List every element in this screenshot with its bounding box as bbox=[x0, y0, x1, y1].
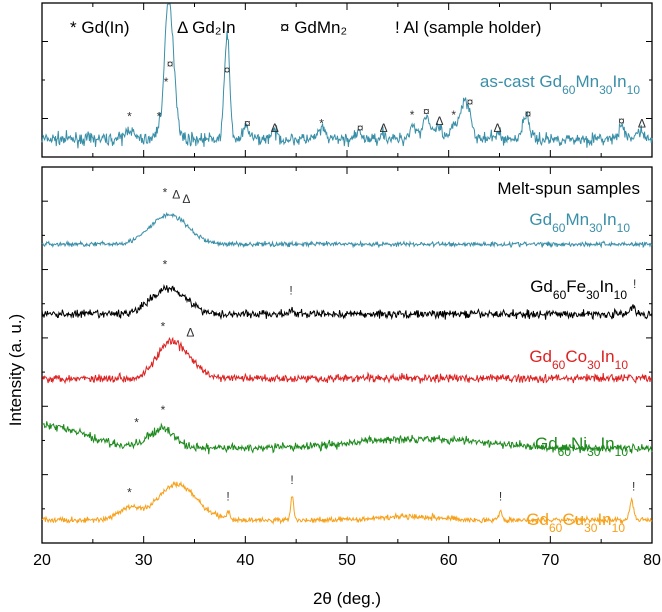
chart-legend: * Gd(In) Δ Gd₂In ¤ GdMn₂! Al (sample holde… bbox=[70, 18, 541, 37]
panel-as-cast: * * * ¤ ¤ ¤ Δ * ¤ Δ * ¤ Δ * ¤ Δ ¤ ¤ Δ as-cast Gd60Mn30In10 bbox=[41, 2, 653, 158]
x-tick-labels: 20 30 40 50 60 70 80 bbox=[33, 552, 661, 569]
peak-marker: * bbox=[410, 108, 415, 122]
legend-symbol: Δ bbox=[177, 18, 192, 37]
peak-marker: * bbox=[163, 257, 168, 271]
series-label: Gd60Mn30In10 bbox=[529, 210, 630, 235]
series-label: Gd60Cu30In10 bbox=[526, 510, 625, 535]
series-line bbox=[41, 284, 653, 321]
peak-marker: ! bbox=[290, 473, 293, 487]
peak-marker: * bbox=[163, 185, 168, 199]
series-label: as-cast Gd60Mn30In10 bbox=[480, 72, 640, 97]
legend-entry: ¤ GdMn₂ bbox=[280, 18, 347, 37]
peak-marker: Δ bbox=[172, 187, 180, 201]
legend-symbol: * bbox=[70, 18, 81, 37]
peak-marker: Δ bbox=[493, 121, 501, 135]
peak-marker: ! bbox=[632, 480, 635, 494]
peak-marker: ! bbox=[226, 489, 229, 503]
peak-marker: ¤ bbox=[618, 114, 625, 128]
x-axis-title: 2θ (deg.) bbox=[313, 589, 381, 608]
peak-marker: * bbox=[161, 319, 166, 333]
panel-top-peak-markers: * * * ¤ ¤ ¤ Δ * ¤ Δ * ¤ Δ * ¤ Δ ¤ ¤ Δ bbox=[127, 57, 646, 135]
panel-top-ticks bbox=[41, 3, 653, 157]
peak-marker: * bbox=[164, 75, 169, 89]
panel-melt-spun: * Δ Δ*! !* Δ***!!!! Gd60Mn30In10Gd60Fe30In10… bbox=[41, 166, 653, 544]
legend-label: Al (sample holder) bbox=[404, 18, 542, 37]
legend-label: Gd(In) bbox=[81, 18, 129, 37]
legend-entry: * Gd(In) bbox=[70, 18, 130, 37]
panel-bottom-labels: Gd60Mn30In10 Gd60Fe30In10 Gd60Co30In10 Gd60… bbox=[526, 210, 630, 535]
legend-entry: Δ Gd₂In bbox=[177, 18, 236, 37]
peak-marker: ¤ bbox=[423, 105, 430, 119]
peak-marker: * bbox=[127, 109, 132, 123]
peak-marker: ¤ bbox=[525, 107, 532, 121]
peak-marker: ¤ bbox=[224, 63, 231, 77]
peak-marker: * bbox=[157, 109, 162, 123]
series-line bbox=[41, 3, 653, 149]
peak-marker: ! bbox=[289, 284, 292, 298]
x-tick-label: 20 bbox=[33, 552, 51, 569]
peak-marker: * bbox=[134, 416, 139, 430]
peak-marker: Δ bbox=[638, 116, 646, 130]
series-line bbox=[41, 480, 653, 525]
panel-bottom-ticks bbox=[41, 167, 653, 543]
panel-bottom-series bbox=[41, 211, 653, 525]
peak-marker: ! bbox=[633, 277, 636, 291]
peak-marker: Δ bbox=[436, 114, 444, 128]
peak-marker: ¤ bbox=[357, 121, 364, 135]
series-label: Gd60Fe30In10 bbox=[530, 277, 627, 302]
x-tick-label: 80 bbox=[643, 552, 661, 569]
panel-bottom-peak-markers: * Δ Δ*! !* Δ***!!!! bbox=[127, 185, 636, 503]
panel-top-labels: as-cast Gd60Mn30In10 bbox=[480, 72, 640, 97]
peak-marker: * bbox=[127, 486, 132, 500]
series-label: Gd60Ni30In10 bbox=[535, 434, 628, 459]
peak-marker: ¤ bbox=[467, 95, 474, 109]
peak-marker: ! bbox=[499, 489, 502, 503]
peak-marker: ¤ bbox=[244, 116, 251, 130]
legend-symbol: ¤ bbox=[280, 18, 294, 37]
peak-marker: * bbox=[161, 403, 166, 417]
panel-bottom-title: Melt-spun samples bbox=[497, 179, 640, 198]
peak-marker: * bbox=[451, 108, 456, 122]
series-label: Gd60Co30In10 bbox=[529, 347, 628, 372]
series-line bbox=[41, 336, 653, 385]
peak-marker: Δ bbox=[182, 192, 190, 206]
peak-marker: ¤ bbox=[167, 57, 174, 71]
peak-marker: * bbox=[319, 116, 324, 130]
x-tick-label: 30 bbox=[135, 552, 153, 569]
legend-entry: ! Al (sample holder) bbox=[395, 18, 541, 37]
peak-marker: Δ bbox=[186, 325, 194, 339]
x-tick-label: 70 bbox=[541, 552, 559, 569]
series-line bbox=[41, 211, 653, 249]
legend-label: GdMn₂ bbox=[294, 18, 347, 37]
x-tick-label: 40 bbox=[236, 552, 254, 569]
y-axis-title: Intensity (a. u.) bbox=[6, 314, 25, 426]
legend-symbol: ! bbox=[395, 18, 404, 37]
series-line bbox=[41, 421, 653, 455]
x-tick-label: 60 bbox=[440, 552, 458, 569]
peak-marker: Δ bbox=[380, 121, 388, 135]
x-tick-label: 50 bbox=[338, 552, 356, 569]
panel-top-series bbox=[41, 3, 653, 149]
legend-label: Gd₂In bbox=[192, 18, 235, 37]
peak-marker: Δ bbox=[271, 121, 279, 135]
